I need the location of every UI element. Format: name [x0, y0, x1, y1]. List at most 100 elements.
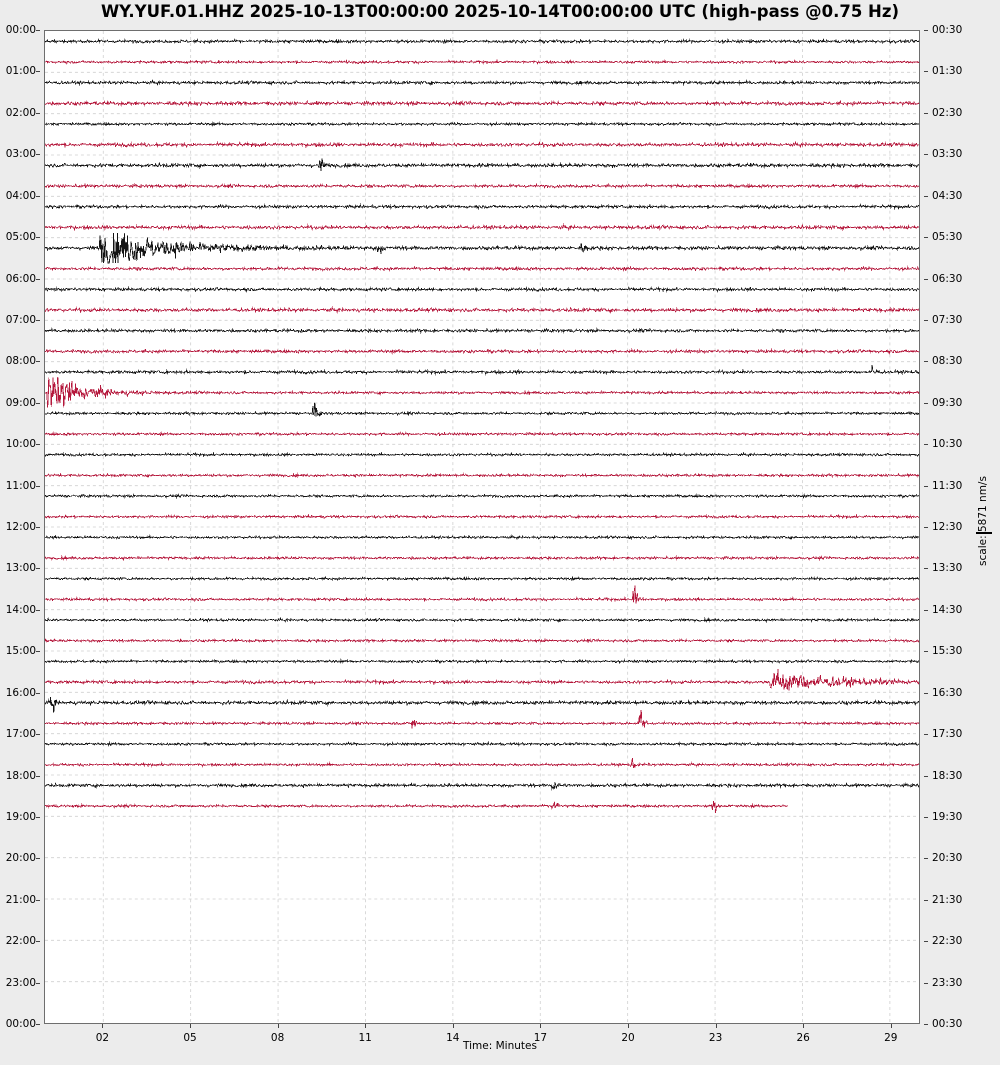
y-axis-left-tickmark-13: [36, 568, 40, 570]
y-axis-left: 00:00 01:00 02:00 03:00 04:00 05:00 06:00 07:00…: [0, 24, 40, 1030]
x-axis-tick-11: 11: [358, 1032, 372, 1044]
y-axis-left-tickmark-2: [36, 112, 40, 114]
y-axis-left-tick-12: 12:00: [5, 521, 36, 533]
x-axis: 02 05 08 11 14 17 20 23 26 29: [44, 1024, 920, 1054]
page-title: WY.YUF.01.HHZ 2025-10-13T00:00:00 2025-1…: [100, 2, 900, 21]
y-axis-left-tickmark-4: [36, 195, 40, 197]
y-axis-left-tickmark-17: [36, 734, 40, 736]
y-axis-left-tick-4: 04:00: [5, 189, 36, 202]
y-axis-left-tick-17: 17:00: [5, 728, 36, 741]
y-axis-right-tick-22: 22:30: [932, 935, 963, 948]
trace-row-10:00: [45, 451, 919, 458]
y-axis-right-tickmark-20: [924, 858, 928, 860]
trace-row-18:00: [45, 781, 919, 791]
y-axis-right-tick-17: 17:30: [932, 728, 963, 741]
y-axis-right-tickmark-16: [924, 692, 928, 694]
y-axis-right-tick-23: 23:30: [932, 976, 963, 989]
y-axis-right-tickmark-18: [924, 775, 928, 777]
y-axis-left-tick-10: 10:00: [5, 438, 36, 451]
y-axis-left-tick-22: 22:00: [5, 935, 36, 948]
trace-row-09:00: [45, 402, 919, 417]
trace-row-00:00: [45, 37, 919, 45]
y-axis-right-tick-3: 03:30: [932, 148, 963, 161]
y-axis-left-tickmark-20: [36, 858, 40, 860]
y-axis-right-tick-14: 14:30: [932, 603, 963, 616]
y-axis-left-tickmark-14: [36, 609, 40, 611]
trace-row-05:00: [45, 232, 919, 264]
trace-row-17:00: [45, 740, 919, 747]
x-axis-tickmark-26: [803, 1024, 805, 1028]
y-axis-left-tick-18: 18:00: [5, 769, 36, 782]
x-axis-tick-29: 29: [884, 1032, 898, 1044]
scale-bar: [976, 532, 992, 534]
trace-row-06:00: [45, 285, 919, 293]
y-axis-right-tick-5: 05:30: [932, 231, 963, 244]
y-axis-right-tick-10: 10:30: [932, 438, 963, 451]
trace-row-07:30: [45, 347, 919, 355]
trace-row-16:30: [45, 709, 919, 729]
trace-row-08:00: [45, 365, 919, 376]
y-axis-left-tick-24: 00:00: [5, 1018, 36, 1030]
y-axis-right-tickmark-21: [924, 899, 928, 901]
trace-row-12:00: [45, 534, 919, 541]
y-axis-right-tickmark-24: [924, 1024, 928, 1025]
trace-row-01:00: [45, 78, 919, 87]
y-axis-left-tickmark-6: [36, 278, 40, 280]
trace-row-13:00: [45, 575, 919, 582]
y-axis-left-tick-2: 02:00: [5, 106, 36, 119]
y-axis-right-tick-21: 21:30: [932, 893, 963, 906]
helicorder-plot[interactable]: [44, 30, 920, 1024]
scale-label: scale: 5871 nm/s: [977, 476, 989, 566]
y-axis-right-tick-1: 01:30: [932, 65, 963, 78]
y-axis-right-tick-9: 09:30: [932, 396, 963, 409]
y-axis-left-tick-19: 19:00: [5, 810, 36, 823]
y-axis-left-tick-5: 05:00: [5, 231, 36, 244]
x-axis-tick-17: 17: [533, 1032, 548, 1044]
y-axis-left-tickmark-0: [36, 30, 40, 31]
y-axis-left-tickmark-10: [36, 444, 40, 446]
x-axis-tick-14: 14: [446, 1032, 460, 1044]
x-axis-tickmark-29: [890, 1024, 892, 1028]
y-axis-left-tick-13: 13:00: [5, 562, 36, 575]
trace-row-12:30: [45, 554, 919, 562]
x-axis-tickmark-08: [277, 1024, 279, 1028]
y-axis-left-tick-21: 21:00: [5, 893, 36, 906]
x-axis-tick-08: 08: [270, 1032, 285, 1044]
y-axis-right-tickmark-19: [924, 816, 928, 818]
y-axis-right-tickmark-14: [924, 609, 928, 611]
y-axis-right-tickmark-17: [924, 734, 928, 736]
y-axis-right-tick-4: 04:30: [932, 189, 963, 202]
y-axis-right: 00:30 01:30 02:30 03:30 04:30 05:30 06:30 07:30…: [924, 24, 984, 1030]
trace-row-08:30: [45, 376, 919, 408]
y-axis-left-tickmark-15: [36, 651, 40, 653]
y-axis-left-tickmark-8: [36, 361, 40, 363]
y-axis-left-tick-20: 20:00: [5, 852, 36, 865]
y-axis-right-tickmark-3: [924, 154, 928, 156]
y-axis-right-tickmark-5: [924, 237, 928, 239]
trace-row-14:00: [45, 616, 919, 624]
y-axis-right-tickmark-13: [924, 568, 928, 570]
trace-row-03:30: [45, 182, 919, 190]
y-axis-left-tickmark-5: [36, 237, 40, 239]
scale-annotation: scale: 5871 nm/s: [962, 470, 992, 600]
y-axis-right-tickmark-10: [924, 444, 928, 446]
y-axis-right-tick-16: 16:30: [932, 686, 963, 699]
y-axis-right-tick-7: 07:30: [932, 313, 963, 326]
y-axis-right-tickmark-6: [924, 278, 928, 280]
trace-row-02:30: [45, 140, 919, 149]
x-axis-tickmark-14: [452, 1024, 454, 1028]
y-axis-right-tick-24: 00:30: [932, 1018, 963, 1030]
y-axis-left-tick-0: 00:00: [5, 24, 36, 36]
y-axis-right-tick-18: 18:30: [932, 769, 963, 782]
y-axis-right-tick-11: 11:30: [932, 479, 963, 492]
y-axis-left-tickmark-3: [36, 154, 40, 156]
x-axis-tickmark-17: [540, 1024, 542, 1028]
x-axis-tick-23: 23: [708, 1032, 723, 1044]
trace-row-13:30: [45, 585, 919, 604]
trace-row-03:00: [45, 158, 919, 172]
y-axis-left-tickmark-11: [36, 485, 40, 487]
y-axis-left-tick-6: 06:00: [5, 272, 36, 285]
y-axis-left-tickmark-18: [36, 775, 40, 777]
y-axis-right-tickmark-7: [924, 319, 928, 321]
trace-row-15:30: [45, 668, 919, 691]
